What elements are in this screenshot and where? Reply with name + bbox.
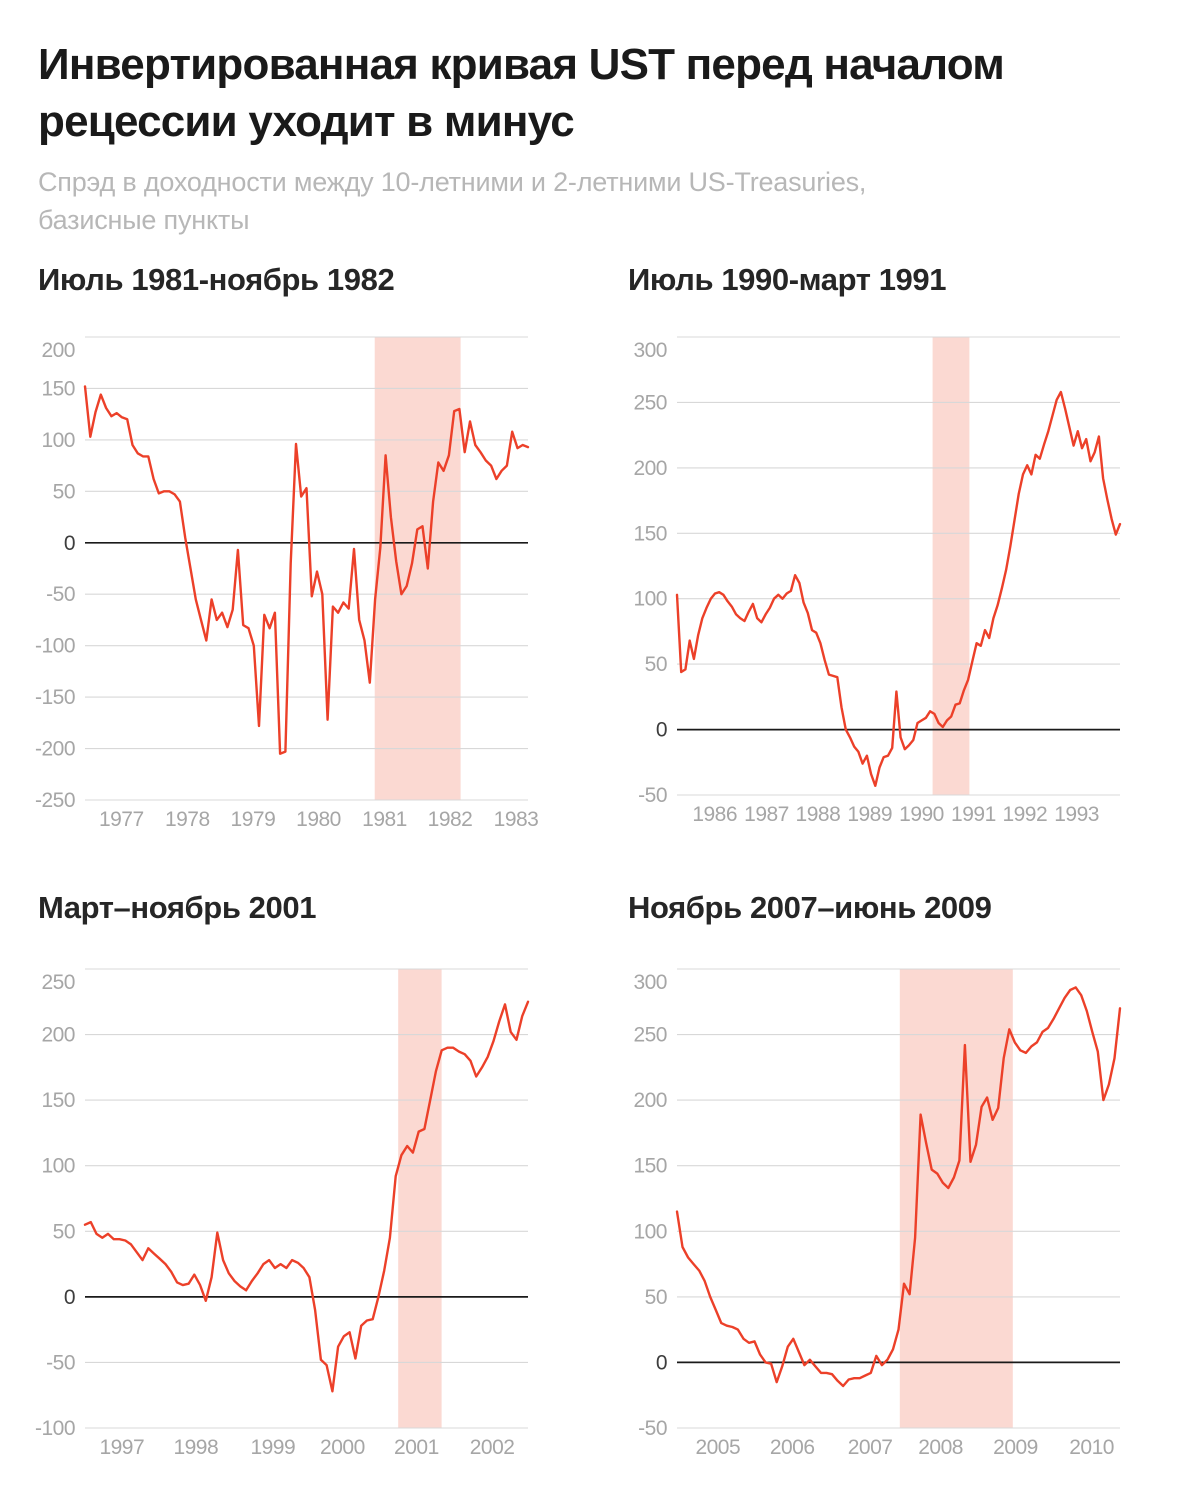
page-subtitle: Спрэд в доходности между 10-летними и 2-… (38, 163, 1138, 239)
y-axis-label: 200 (41, 339, 75, 362)
x-axis-label: 1987 (744, 803, 789, 826)
page-title-line1: Инвертированная кривая UST перед началом (38, 40, 1005, 89)
y-axis-label: -50 (46, 583, 75, 606)
y-axis-label: 0 (64, 1286, 75, 1309)
y-axis-label: 100 (633, 588, 667, 611)
x-axis-label: 1988 (796, 803, 841, 826)
y-axis-label: 150 (41, 377, 75, 400)
recession-band (932, 337, 970, 795)
y-axis-label: 50 (645, 1286, 667, 1309)
x-axis-label: 2010 (1069, 1436, 1114, 1459)
x-axis-label: 1993 (1054, 803, 1099, 826)
y-axis-label: 0 (64, 532, 75, 555)
y-axis-label: 300 (633, 971, 667, 994)
x-axis-label: 2009 (993, 1436, 1038, 1459)
x-axis-label: 2000 (320, 1436, 365, 1459)
y-axis-label: -200 (35, 738, 75, 761)
y-axis-label: 100 (41, 1155, 75, 1178)
x-axis-label: 1978 (165, 808, 210, 831)
y-axis-label: 150 (41, 1089, 75, 1112)
y-axis-label: -100 (35, 635, 75, 658)
y-axis-label: 250 (633, 1024, 667, 1047)
x-axis-label: 2007 (848, 1436, 893, 1459)
spread-line (675, 986, 1122, 1388)
y-axis-label: -150 (35, 686, 75, 709)
x-axis-label: 1983 (494, 808, 539, 831)
line-chart-2001: 250 200 150 100 50 0 -50 -100 1997 1998 1999 2000 20… (35, 968, 530, 1459)
x-axis-label: 2002 (470, 1436, 515, 1459)
line-chart-1990-1991: 300 250 200 150 100 50 0 -50 1986 1987 1988 1989 199… (633, 336, 1122, 826)
x-axis-label: 1997 (99, 1436, 144, 1459)
x-axis-label: 1998 (173, 1436, 218, 1459)
y-axis-label: 250 (41, 971, 75, 994)
x-axis-label: 1992 (1002, 803, 1047, 826)
chart-title-1990-1991: Июль 1990-март 1991 (628, 262, 947, 297)
y-axis-label: -50 (638, 1417, 667, 1440)
chart-title-2007-2009: Ноябрь 2007–июнь 2009 (628, 890, 992, 925)
page-subtitle-line2: базисные пункты (38, 205, 250, 235)
y-axis-label: 50 (645, 653, 667, 676)
y-axis-label: -250 (35, 789, 75, 812)
y-axis-label: 250 (633, 391, 667, 414)
x-axis-label: 1989 (847, 803, 892, 826)
x-axis-label: 1977 (99, 808, 144, 831)
y-axis-label: 200 (633, 457, 667, 480)
y-axis-label: 150 (633, 522, 667, 545)
recession-band (899, 969, 1013, 1428)
spread-line (83, 385, 530, 755)
line-chart-2007-2009: 300 250 200 150 100 50 0 -50 2005 2006 2007 2008 200… (633, 968, 1122, 1459)
y-axis-label: 50 (53, 480, 75, 503)
recession-band (374, 337, 461, 800)
y-axis-label: -50 (46, 1351, 75, 1374)
line-chart-1981-1982: 200 150 100 50 0 -50 -100 -150 -200 -250 1977 1978 1… (35, 336, 539, 831)
spread-line (675, 390, 1122, 787)
x-axis-label: 1980 (296, 808, 341, 831)
x-axis-label: 1999 (250, 1436, 295, 1459)
y-axis-label: 0 (656, 1351, 667, 1374)
x-axis-label: 2005 (695, 1436, 740, 1459)
chart-title-1981-1982: Июль 1981-ноябрь 1982 (38, 262, 395, 297)
x-axis-label: 1991 (951, 803, 996, 826)
y-axis-label: 150 (633, 1155, 667, 1178)
x-axis-label: 1986 (692, 803, 737, 826)
page-subtitle-line1: Спрэд в доходности между 10-летними и 2-… (38, 167, 867, 197)
x-axis-label: 2001 (394, 1436, 439, 1459)
y-axis-label: 50 (53, 1220, 75, 1243)
page-title-line2: рецессии уходит в минус (38, 97, 575, 146)
page-title: Инвертированная кривая UST перед началом… (38, 36, 1168, 150)
y-axis-label: 100 (41, 429, 75, 452)
spread-line (83, 1000, 530, 1393)
y-axis-label: 300 (633, 339, 667, 362)
chart-title-2001: Март–ноябрь 2001 (38, 890, 317, 925)
x-axis-label: 1979 (231, 808, 276, 831)
x-axis-label: 1990 (899, 803, 944, 826)
y-axis-label: 200 (633, 1089, 667, 1112)
x-axis-label: 2008 (918, 1436, 963, 1459)
y-axis-label: -100 (35, 1417, 75, 1440)
y-axis-label: 0 (656, 719, 667, 742)
recession-band (398, 969, 442, 1428)
y-axis-label: 100 (633, 1220, 667, 1243)
y-axis-label: 200 (41, 1024, 75, 1047)
x-axis-label: 2006 (770, 1436, 815, 1459)
y-axis-label: -50 (638, 784, 667, 807)
x-axis-label: 1981 (362, 808, 407, 831)
x-axis-label: 1982 (428, 808, 473, 831)
